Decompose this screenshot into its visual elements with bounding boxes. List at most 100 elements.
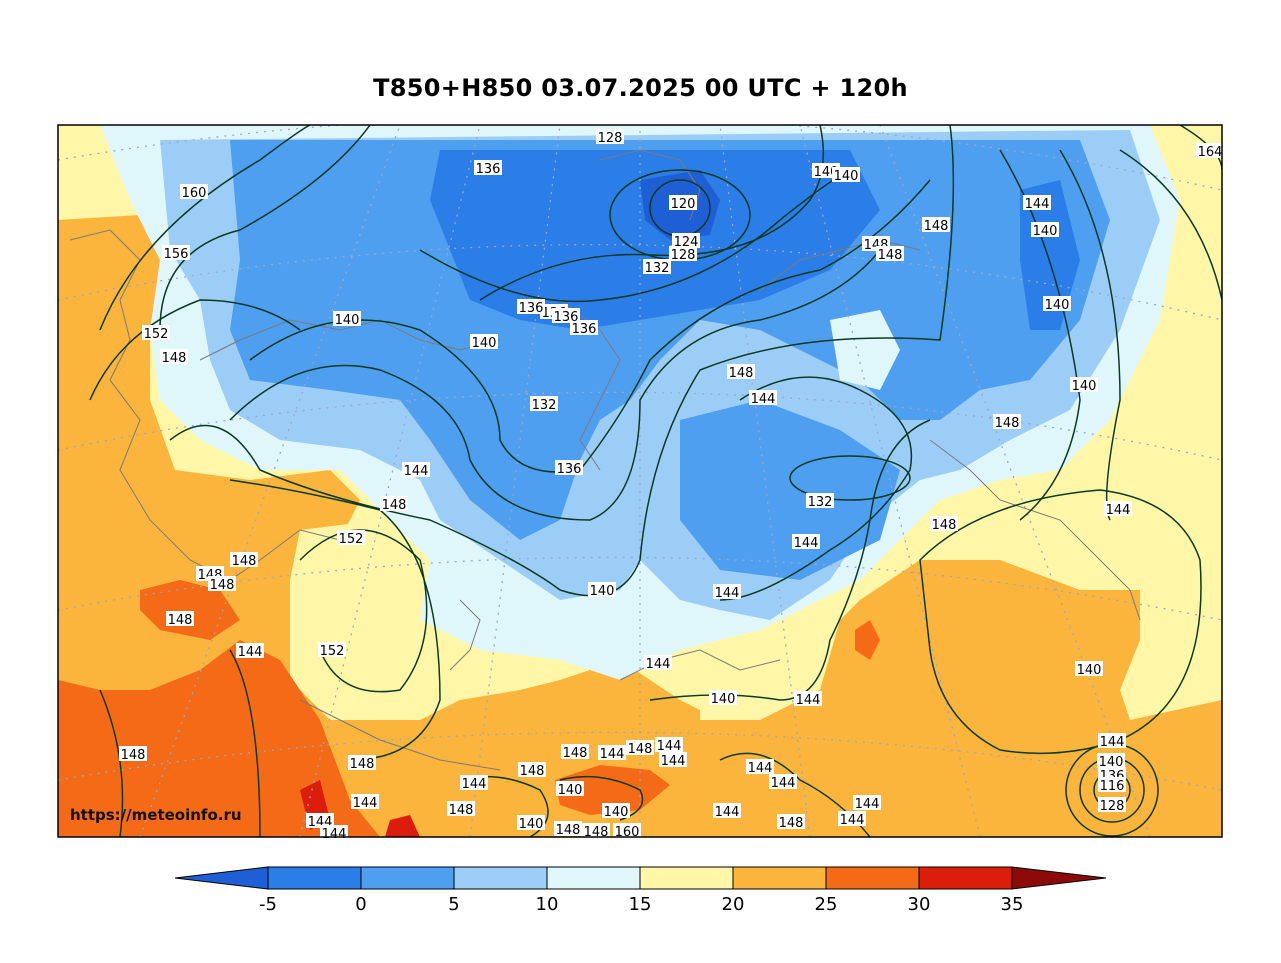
contour-label-text: 140	[711, 692, 736, 707]
colorbar-segment	[639, 866, 734, 890]
fill-20-25-west	[58, 215, 1222, 837]
contour-label-bg	[208, 576, 236, 591]
contour-label-bg	[853, 795, 881, 810]
contour-label: 144	[853, 795, 881, 812]
contour-line	[229, 249, 881, 521]
parallel-line	[58, 391, 1222, 461]
watermark-link[interactable]: https://meteoinfo.ru	[70, 806, 242, 824]
contour-label: 144	[794, 691, 822, 708]
fill-25-30-balkan	[140, 580, 240, 640]
contour-label-bg	[659, 752, 687, 767]
contour-label-text: 140	[1033, 224, 1058, 239]
contour-label-text: 148	[382, 498, 407, 513]
contour-line	[559, 775, 644, 821]
contour-label: 140	[1097, 753, 1125, 770]
contour-label: 148	[922, 217, 950, 234]
contour-label: 152	[142, 325, 170, 342]
contour-line	[719, 376, 913, 601]
contour-label-bg	[555, 460, 583, 475]
contour-label: 140	[1031, 222, 1059, 239]
contour-label-bg	[876, 246, 904, 261]
contour-line	[789, 455, 911, 501]
contour-label-bg	[669, 246, 697, 261]
contour-label: 144	[644, 655, 672, 672]
contour-label-bg	[402, 462, 430, 477]
contour-label: 140	[832, 167, 860, 184]
contour-label: 148	[626, 740, 654, 757]
contour-line	[159, 125, 371, 331]
contour-line	[99, 689, 124, 837]
parallel-line	[58, 243, 1222, 321]
contour-label-bg	[460, 775, 488, 790]
contour-line	[649, 419, 931, 701]
contour-label-text: 148	[168, 613, 193, 628]
contour-label: 160	[180, 184, 208, 201]
contour-label-bg	[794, 691, 822, 706]
contour-line	[919, 489, 1202, 755]
contour-label: 148	[208, 576, 236, 593]
contour-label-bg	[561, 744, 589, 759]
contour-label-text: 148	[162, 351, 187, 366]
contour-label: 132	[643, 259, 671, 276]
contour-label: 140	[470, 334, 498, 351]
contour-label-bg	[806, 493, 834, 508]
contour-label: 144	[351, 794, 379, 811]
contour-label-text: 140	[335, 313, 360, 328]
fill-25-30-west	[58, 640, 380, 837]
colorbar-tick-label: 0	[355, 894, 366, 915]
contour-label: 152	[318, 642, 346, 659]
coastline	[759, 239, 921, 291]
contour-label-text: 140	[558, 783, 583, 798]
contour-label-text: 136	[519, 301, 544, 316]
contour-label-text: 140	[1099, 755, 1124, 770]
contour-label: 144	[749, 390, 777, 407]
colorbar-segment	[267, 866, 362, 890]
contour-label-text: 144	[462, 777, 487, 792]
colorbar-segment	[546, 866, 641, 890]
contour-label: 148	[561, 744, 589, 761]
contour-label-bg	[470, 334, 498, 349]
contour-label-bg	[672, 233, 700, 248]
contour-label-bg	[517, 299, 545, 314]
contour-label-text: 144	[646, 657, 671, 672]
contour-label: 148	[166, 611, 194, 628]
contour-label: 140	[602, 803, 630, 820]
contour-label-bg	[792, 534, 820, 549]
contour-label-text: 128	[598, 131, 623, 146]
contour-label-bg	[556, 781, 584, 796]
contour-label-text: 144	[771, 776, 796, 791]
contour-label-text: 140	[519, 817, 544, 832]
contour-label: 132	[530, 396, 558, 413]
colorbar-tick-label: -5	[259, 894, 277, 915]
contour-label: 148	[348, 755, 376, 772]
contour-label-bg	[930, 516, 958, 531]
colorbar-extend-high	[1011, 866, 1107, 890]
contour-label-text: 136	[557, 462, 582, 477]
contour-label-bg	[119, 746, 147, 761]
contour-label-bg	[180, 184, 208, 199]
contour-label-text: 128	[671, 248, 696, 263]
contour-label-bg	[333, 311, 361, 326]
contour-label-text: 144	[1025, 197, 1050, 212]
contour-line	[479, 125, 825, 301]
contour-label-text: 148	[563, 746, 588, 761]
colorbar-extend-low	[174, 866, 269, 890]
contour-label-bg	[746, 759, 774, 774]
contour-label-bg	[602, 803, 630, 818]
contour-label: 144	[1104, 501, 1132, 518]
contour-label-text: 164	[1198, 145, 1223, 160]
colorbar-tick-label: 5	[448, 894, 459, 915]
contour-label-bg	[596, 129, 624, 144]
contour-label: 120	[669, 195, 697, 212]
contour-label: 148	[554, 821, 582, 838]
contour-label-bg	[713, 803, 741, 818]
contour-label-text: 140	[1045, 298, 1070, 313]
contour-label-text: 148	[878, 248, 903, 263]
contour-label-text: 140	[590, 584, 615, 599]
contour-label: 144	[1023, 195, 1051, 212]
contour-label-text: 144	[322, 827, 347, 842]
contour-label-text: 132	[532, 398, 557, 413]
contour-label: 164	[1196, 143, 1224, 160]
contour-label-text: 140	[834, 169, 859, 184]
contour-label-text: 148	[350, 757, 375, 772]
